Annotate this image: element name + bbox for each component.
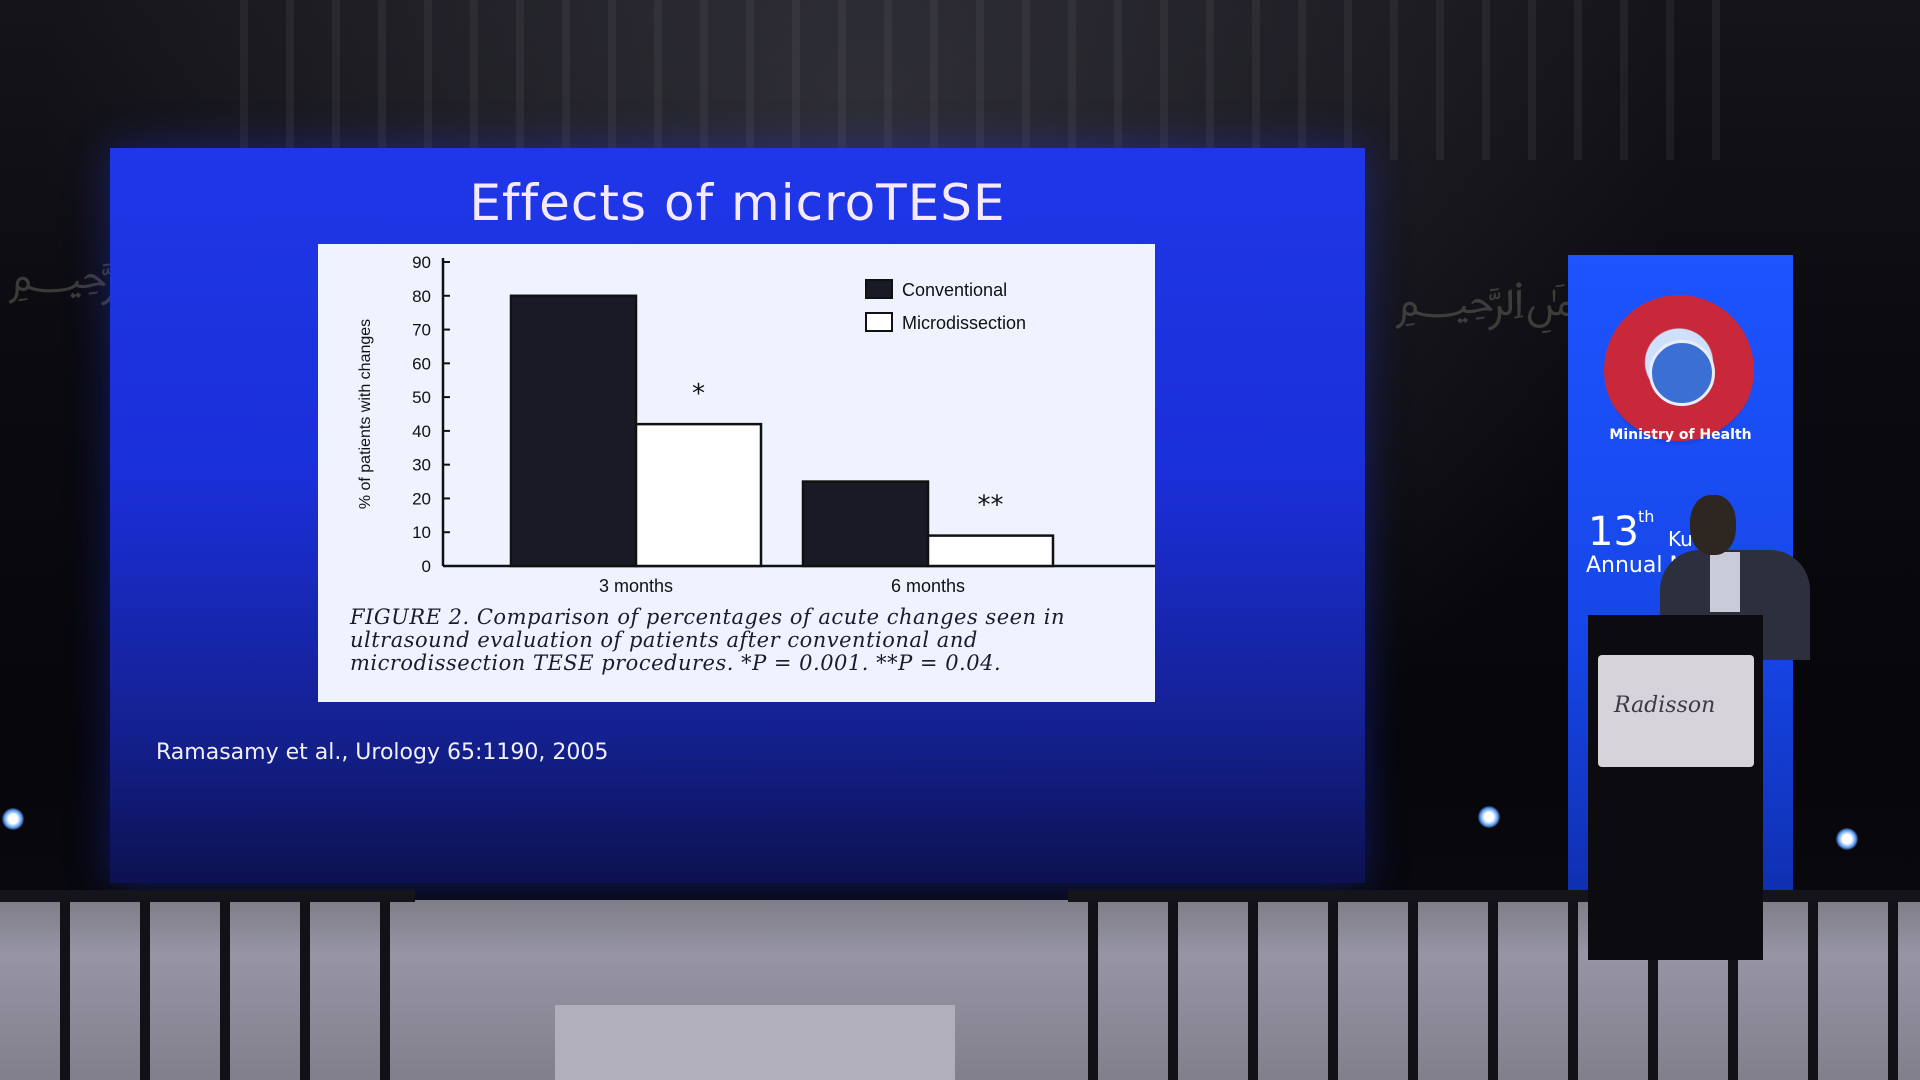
stage-light	[1478, 806, 1500, 828]
podium-logo: Radisson	[1614, 693, 1716, 718]
bar-microdissection-1	[926, 534, 1055, 568]
railing-post	[220, 900, 230, 1080]
legend-swatch	[865, 279, 893, 299]
projection-screen: Effects of microTESE 0 10 20 30 40 50 60 70 80 90…	[110, 148, 1365, 883]
ministry-emblem-icon	[1604, 295, 1754, 445]
y-tick-label: 10	[412, 523, 431, 542]
y-tick-label: 70	[412, 321, 431, 340]
banner-line-1: Ku	[1668, 527, 1693, 551]
railing-post	[1888, 900, 1898, 1080]
figure-panel: 0 10 20 30 40 50 60 70 80 90 % of patients with ch…	[318, 244, 1155, 702]
railing-post	[300, 900, 310, 1080]
podium-plate: Radisson	[1598, 655, 1754, 767]
railing-post	[1728, 900, 1738, 1080]
railing-post	[1088, 900, 1098, 1080]
stage-step	[555, 1005, 955, 1080]
bar-chart: 0 10 20 30 40 50 60 70 80 90 % of patients with ch…	[357, 253, 1155, 596]
legend-swatch	[865, 312, 893, 332]
speaker-head	[1690, 495, 1736, 555]
railing-post	[1488, 900, 1498, 1080]
railing-right	[1068, 890, 1920, 1080]
railing-post	[1408, 900, 1418, 1080]
bar-conventional-0	[509, 294, 638, 568]
y-tick-label: 0	[422, 557, 431, 576]
y-tick-label: 30	[412, 456, 431, 475]
railing-post	[1168, 900, 1178, 1080]
y-tick-label: 20	[412, 489, 431, 508]
railing-post	[1648, 900, 1658, 1080]
slide-citation: Ramasamy et al., Urology 65:1190, 2005	[156, 740, 609, 765]
y-tick-label: 90	[412, 253, 431, 272]
slide-title: Effects of microTESE	[469, 174, 1006, 232]
chandelier-decor	[240, 0, 1740, 160]
y-axis-label: % of patients with changes	[357, 319, 374, 509]
railing-post	[380, 900, 390, 1080]
banner-organization: Ministry of Health	[1609, 427, 1752, 443]
stage-light	[2, 808, 24, 830]
railing-left	[0, 890, 415, 1080]
railing-post	[1328, 900, 1338, 1080]
banner-edition-suffix: th	[1638, 507, 1655, 526]
podium: Radisson	[1588, 615, 1763, 960]
legend-label: Microdissection	[902, 313, 1026, 333]
significance-annotation: *	[692, 379, 705, 409]
stage-light	[1836, 828, 1858, 850]
emblem-center	[1649, 340, 1715, 406]
railing-post	[1248, 900, 1258, 1080]
railing-post	[60, 900, 70, 1080]
bar-microdissection-0	[634, 422, 763, 568]
banner-edition-number: 13	[1588, 509, 1639, 555]
y-tick-label: 50	[412, 388, 431, 407]
speaker-shirt	[1710, 552, 1740, 612]
y-tick-label: 60	[412, 354, 431, 373]
y-tick-label: 40	[412, 422, 431, 441]
y-tick-label: 80	[412, 287, 431, 306]
figure-caption: FIGURE 2. Comparison of percentages of a…	[350, 605, 1065, 675]
legend-label: Conventional	[902, 280, 1007, 300]
bar-conventional-1	[801, 480, 930, 568]
railing-bar	[0, 890, 415, 902]
railing-post	[1808, 900, 1818, 1080]
x-category-label: 6 months	[891, 576, 965, 596]
railing-post	[140, 900, 150, 1080]
railing-post	[1568, 900, 1578, 1080]
significance-annotation: **	[978, 491, 1004, 521]
x-category-label: 3 months	[599, 576, 673, 596]
